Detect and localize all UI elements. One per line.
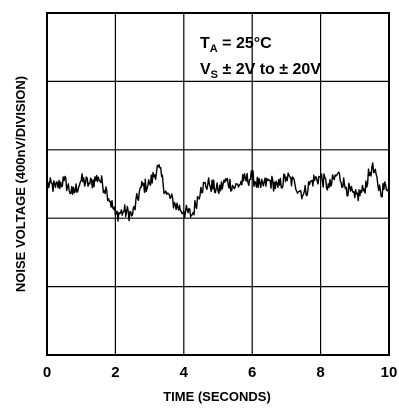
y-axis-label: NOISE VOLTAGE (400nV/DIVISION)	[13, 76, 28, 292]
x-tick-label: 8	[316, 364, 324, 381]
x-tick-label: 0	[43, 364, 51, 381]
x-tick-labels: 0 2 4 6 8 10	[43, 364, 398, 381]
noise-trace	[46, 162, 390, 222]
x-axis-label: TIME (SECONDS)	[163, 389, 271, 404]
annotation-temperature: TA = 25°C	[200, 35, 272, 55]
x-tick-label: 4	[180, 364, 189, 381]
x-tick-label: 2	[111, 364, 119, 381]
x-tick-label: 10	[381, 364, 398, 381]
chart-grid	[47, 13, 389, 355]
x-tick-label: 6	[248, 364, 256, 381]
annotation-supply: VS ± 2V to ± 20V	[200, 61, 321, 81]
